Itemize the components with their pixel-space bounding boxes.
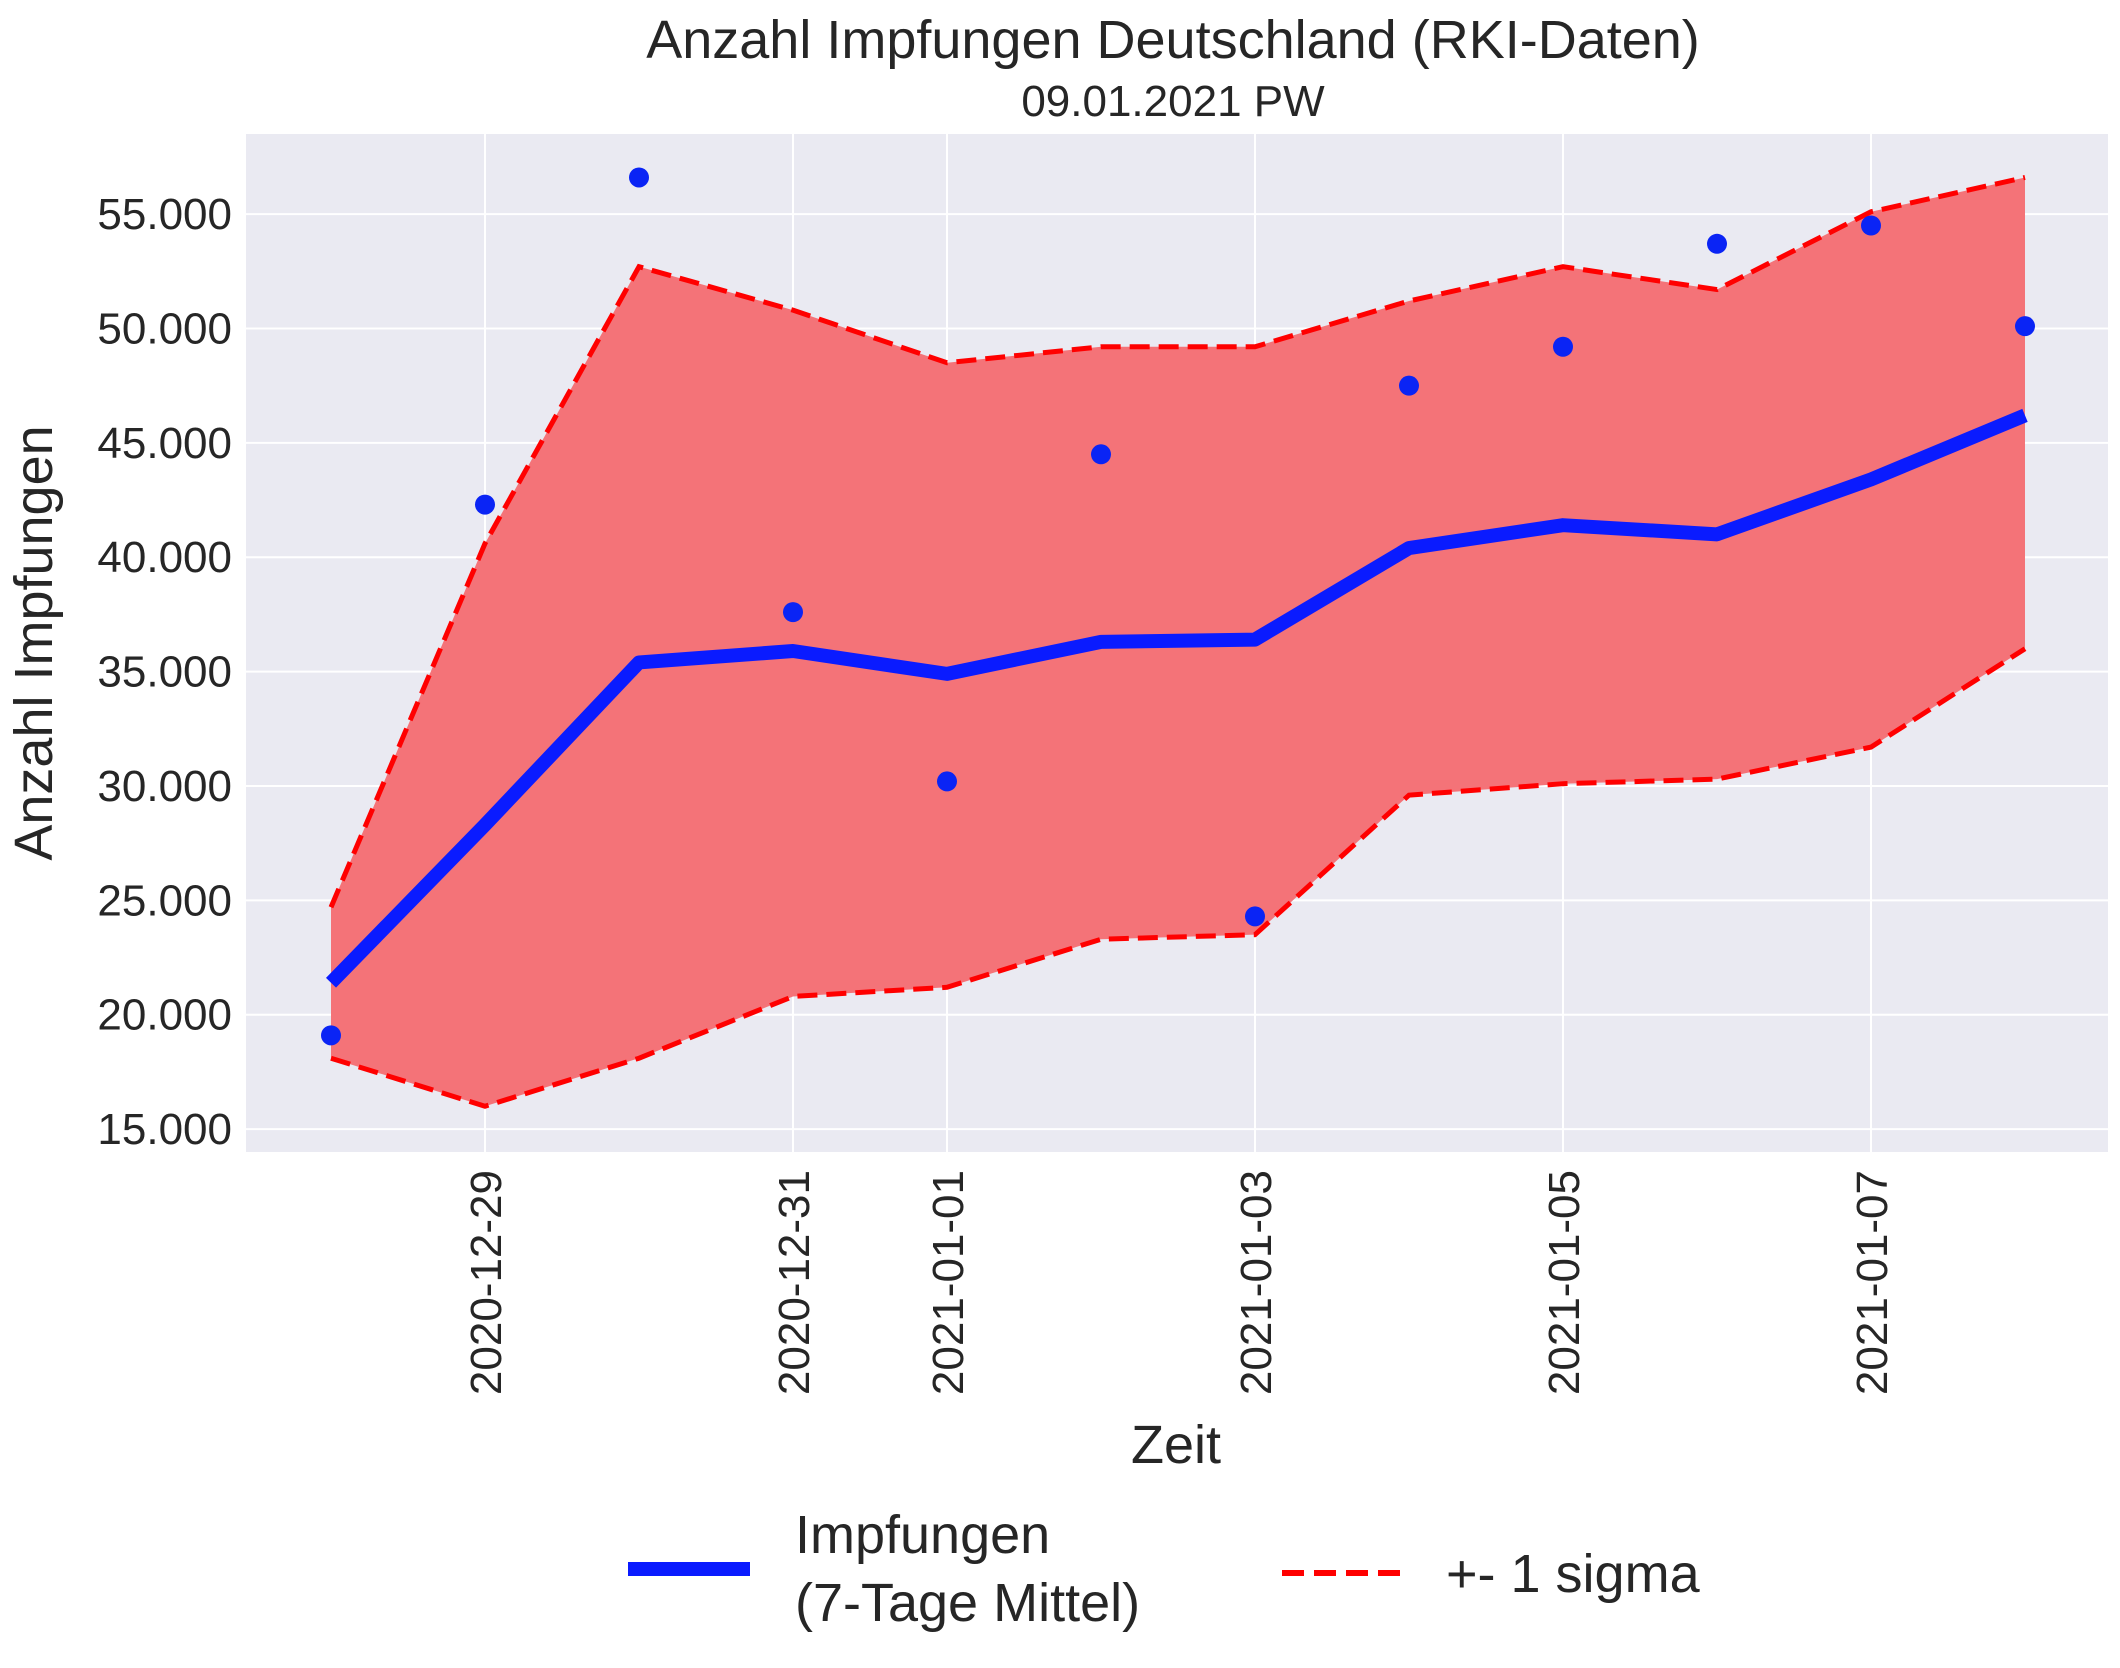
y-tick-label: 25.000 bbox=[97, 876, 232, 925]
chart-subtitle: 09.01.2021 PW bbox=[1021, 77, 1325, 126]
data-point bbox=[321, 1025, 341, 1046]
y-tick-label: 55.000 bbox=[97, 190, 232, 239]
upper-sigma-line bbox=[328, 175, 2026, 909]
y-tick-label: 50.000 bbox=[97, 304, 232, 353]
data-points bbox=[321, 167, 2035, 1046]
x-tick-label: 2021-01-07 bbox=[1848, 1170, 1897, 1395]
data-point bbox=[1399, 375, 1419, 396]
x-tick-label: 2021-01-03 bbox=[1232, 1170, 1281, 1395]
lower-sigma-line bbox=[330, 646, 2027, 1109]
x-tick-label: 2021-01-05 bbox=[1540, 1170, 1589, 1395]
x-tick-labels: 2020-12-29 2020-12-31 2021-01-01 2021-01-03… bbox=[462, 1170, 1897, 1395]
legend-sigma-label: +- 1 sigma bbox=[1446, 1544, 1701, 1604]
data-point bbox=[1245, 906, 1265, 927]
legend: Impfungen (7-Tage Mittel) +- 1 sigma bbox=[628, 1505, 1701, 1633]
sigma-lines bbox=[328, 175, 2027, 1109]
chart-title: Anzahl Impfungen Deutschland (RKI-Daten) bbox=[646, 10, 1700, 70]
data-point bbox=[629, 167, 649, 188]
y-tick-label: 40.000 bbox=[97, 533, 232, 582]
data-point bbox=[1707, 233, 1727, 254]
y-axis-label: Anzahl Impfungen bbox=[4, 425, 64, 860]
legend-mean-label-line2: (7-Tage Mittel) bbox=[795, 1573, 1140, 1633]
x-tick-label: 2021-01-01 bbox=[924, 1170, 973, 1395]
y-tick-label: 30.000 bbox=[97, 762, 232, 811]
x-axis-label: Zeit bbox=[1131, 1415, 1221, 1475]
data-point bbox=[1861, 215, 1881, 236]
y-tick-label: 45.000 bbox=[97, 419, 232, 468]
y-tick-labels: 15.000 20.000 25.000 30.000 35.000 40.000 45.0… bbox=[97, 190, 232, 1154]
data-point bbox=[937, 771, 957, 792]
data-point bbox=[475, 494, 495, 515]
data-point bbox=[1553, 336, 1573, 357]
y-tick-label: 20.000 bbox=[97, 991, 232, 1040]
y-tick-label: 35.000 bbox=[97, 648, 232, 697]
data-point bbox=[1091, 444, 1111, 465]
y-tick-label: 15.000 bbox=[97, 1105, 232, 1154]
x-tick-label: 2020-12-29 bbox=[462, 1170, 511, 1395]
mean-series-line bbox=[325, 408, 2028, 988]
mean-line bbox=[325, 408, 2028, 988]
legend-mean-label-line1: Impfungen bbox=[795, 1505, 1050, 1565]
x-tick-label: 2020-12-31 bbox=[770, 1170, 819, 1395]
data-point bbox=[783, 602, 803, 623]
data-point bbox=[2015, 316, 2035, 337]
